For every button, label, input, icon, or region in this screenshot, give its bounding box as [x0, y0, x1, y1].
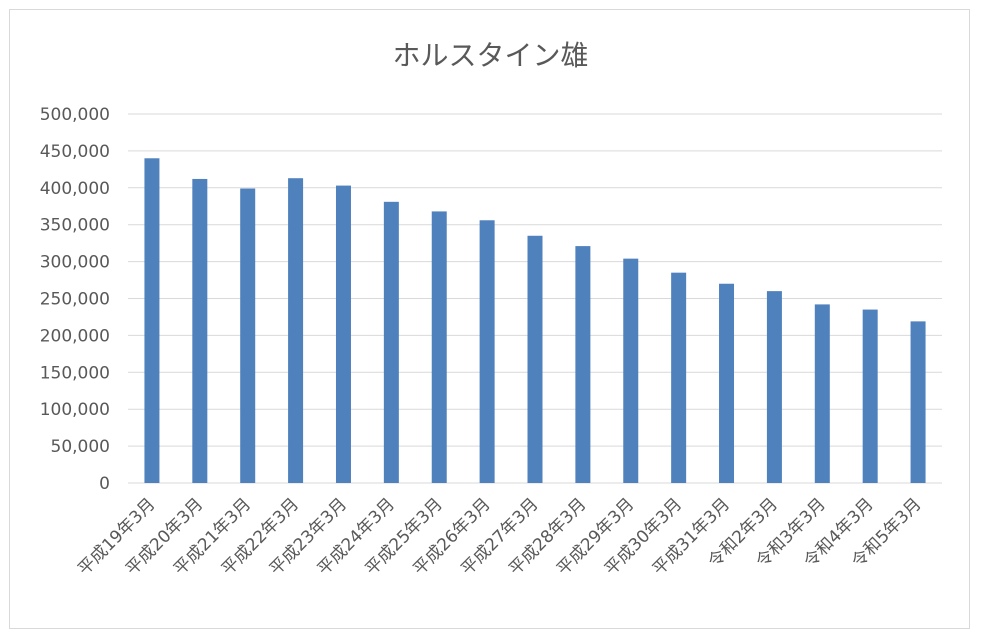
bar	[623, 258, 639, 483]
bar	[862, 309, 878, 483]
x-axis: 平成19年3月平成20年3月平成21年3月平成22年3月平成23年3月平成24年…	[74, 494, 925, 579]
bar	[431, 211, 447, 483]
bar	[335, 185, 351, 483]
bar	[192, 178, 208, 483]
bar	[288, 178, 304, 483]
y-tick-label: 200,000	[40, 326, 110, 346]
y-tick-label: 450,000	[40, 142, 110, 162]
bar	[814, 304, 830, 483]
bar	[719, 283, 735, 483]
y-tick-label: 250,000	[40, 290, 110, 310]
y-tick-label: 150,000	[40, 363, 110, 383]
bar	[575, 246, 591, 483]
bar	[383, 201, 399, 483]
y-tick-label: 350,000	[40, 216, 110, 236]
y-tick-label: 400,000	[40, 179, 110, 199]
y-tick-label: 500,000	[40, 105, 110, 125]
y-tick-label: 300,000	[40, 253, 110, 273]
y-tick-label: 100,000	[40, 400, 110, 420]
y-axis: 0 50,000 100,000 150,000 200,000 250,000 300,0…	[40, 105, 110, 494]
bar	[910, 321, 926, 483]
bar	[240, 188, 256, 483]
y-tick-label: 50,000	[51, 437, 110, 457]
bar	[766, 291, 782, 483]
bar	[671, 272, 687, 483]
y-tick-label: 0	[99, 474, 110, 494]
bar	[144, 158, 160, 483]
bar	[479, 220, 495, 483]
chart-title: ホルスタイン雄	[392, 39, 589, 72]
bar	[527, 235, 543, 483]
bars	[144, 158, 926, 483]
